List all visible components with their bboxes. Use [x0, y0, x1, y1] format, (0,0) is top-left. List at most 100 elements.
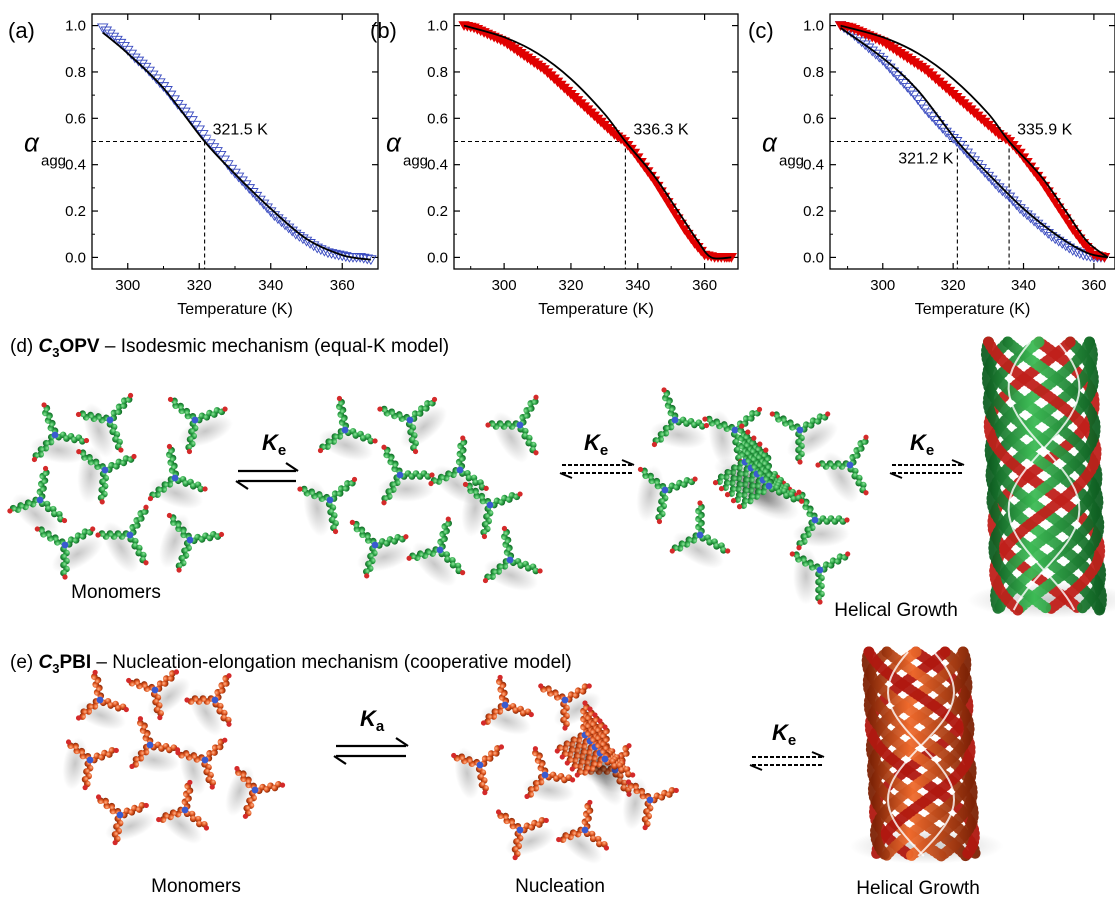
marker-label-bg	[210, 119, 271, 139]
scheme-e-title: (e) C3PBI – Nucleation-elongation mechan…	[10, 652, 572, 676]
molecule-icon	[175, 737, 228, 796]
y-tick-label: 0.6	[65, 110, 86, 127]
rate-constant-d2: Ke	[584, 430, 608, 459]
y-tick-label: 0.4	[803, 157, 824, 174]
data-point-interp	[318, 246, 331, 257]
molecule-icon	[522, 746, 576, 803]
y-tick-label: 0.4	[427, 157, 448, 174]
data-point-interp	[672, 214, 684, 225]
molecule-icon	[147, 443, 208, 509]
scheme-d-title: (d) C3OPV – Isodesmic mechanism (equal-K…	[10, 336, 449, 360]
data-point-interp	[675, 219, 687, 230]
fit-curve	[463, 24, 732, 260]
molecule-icon	[75, 392, 134, 458]
helix-orange	[849, 646, 1004, 864]
molecule-icon	[406, 516, 466, 587]
marker-label: 335.9 K	[1017, 122, 1072, 139]
stage-label-helical-growth-d: Helical Growth	[834, 600, 958, 621]
scheme-d: (d) C3OPV – Isodesmic mechanism (equal-K…	[7, 336, 1115, 621]
molecule-icon	[317, 395, 378, 461]
dimer-cluster-green	[297, 394, 543, 591]
equilibrium-arrow-e1: Ka	[333, 706, 409, 765]
molecule-icon	[480, 674, 534, 735]
nucleation-cluster-orange	[451, 674, 679, 864]
y-tick-label: 0.2	[803, 203, 824, 220]
molecule-icon	[636, 465, 698, 525]
data-point	[96, 23, 109, 34]
y-tick-label: 0.6	[803, 110, 824, 127]
equilibrium-arrow-d3: Ke	[889, 430, 965, 479]
molecule-icon	[34, 526, 103, 580]
marker-label: 321.2 K	[898, 151, 953, 168]
molecule-icon	[377, 444, 435, 506]
x-tick-label: 300	[115, 277, 140, 294]
equilibrium-arrow-d1: Ke	[235, 430, 299, 490]
fit-curve	[840, 24, 1109, 259]
molecule-icon	[485, 394, 539, 463]
molecule-icon	[7, 465, 68, 536]
data-point-interp	[132, 56, 145, 67]
molecule-icon	[377, 396, 448, 455]
x-tick-label: 360	[330, 277, 355, 294]
panel-label: (c)	[748, 18, 774, 43]
x-tick-label: 300	[870, 277, 895, 294]
molecule-icon	[126, 669, 191, 721]
rate-constant-d1: Ke	[262, 430, 286, 459]
stage-label-monomers-d: Monomers	[71, 582, 161, 603]
molecule-icon	[769, 411, 838, 465]
marker-label-bg	[1015, 119, 1076, 139]
rate-constant-e1: Ka	[360, 706, 385, 735]
data-point	[668, 208, 681, 219]
molecule-icon	[789, 547, 851, 605]
data-point-interp	[1038, 225, 1051, 236]
data-point	[107, 32, 120, 43]
chart-panel-b: (b) 300 320 340 360 0.0 0.2 0.4 0.6 0.8 1.0 Tempera…	[370, 13, 739, 318]
molecule-icon	[30, 402, 90, 464]
fit-curve	[840, 27, 1109, 259]
x-tick-label: 360	[1081, 277, 1106, 294]
equilibrium-arrow-d2: Ke	[559, 430, 635, 479]
molecule-icon	[650, 387, 710, 449]
molecule-icon	[736, 447, 805, 521]
molecule-icon	[461, 480, 523, 540]
helix-green	[967, 336, 1115, 618]
marker-label-bg	[631, 119, 692, 139]
y-tick-label: 0.4	[65, 157, 86, 174]
molecule-icon	[62, 737, 119, 791]
y-tick-label: 0.0	[65, 249, 86, 266]
y-tick-label: 0.8	[427, 64, 448, 81]
stack-cluster-green	[636, 387, 869, 605]
y-axis-label-subscript: agg	[779, 153, 804, 170]
x-tick-label: 320	[187, 277, 212, 294]
data-point	[1056, 208, 1068, 219]
molecule-icon	[297, 476, 358, 537]
y-axis-label-subscript: agg	[403, 153, 428, 170]
fit-curve	[102, 31, 371, 261]
data-point-interp	[114, 38, 127, 49]
molecule-icon	[127, 716, 181, 773]
molecule-icon	[95, 504, 149, 573]
molecule-icon	[792, 489, 850, 551]
monomer-cluster-green	[7, 392, 233, 580]
equilibrium-arrow-e2: Ke	[749, 720, 825, 771]
data-point-interp	[100, 26, 113, 37]
molecule-icon	[669, 500, 731, 569]
x-axis-label: Temperature (K)	[538, 301, 654, 318]
molecule-icon	[495, 809, 556, 861]
rate-constant-d3: Ke	[910, 430, 934, 459]
molecule-icon	[574, 724, 636, 794]
panel-label: (b)	[370, 18, 397, 43]
scheme-e: (e) C3PBI – Nucleation-elongation mechan…	[10, 646, 1004, 899]
chart-panel-a: (a) 300 320 340 360 0.0 0.2 0.4 0.6 0.8 1.0 Tempera…	[8, 13, 379, 318]
molecule-icon	[538, 683, 601, 731]
data-point-interp	[859, 40, 871, 51]
molecule-icon	[76, 446, 137, 505]
stage-label-nucleation-e: Nucleation	[515, 876, 605, 897]
molecule-icon	[349, 519, 413, 579]
molecule-icon	[702, 406, 763, 467]
molecule-icon	[556, 799, 610, 864]
stage-label-helical-growth-e: Helical Growth	[856, 878, 980, 899]
x-tick-label: 340	[1011, 277, 1036, 294]
x-tick-label: 320	[941, 277, 966, 294]
data-point-interp	[111, 35, 123, 46]
